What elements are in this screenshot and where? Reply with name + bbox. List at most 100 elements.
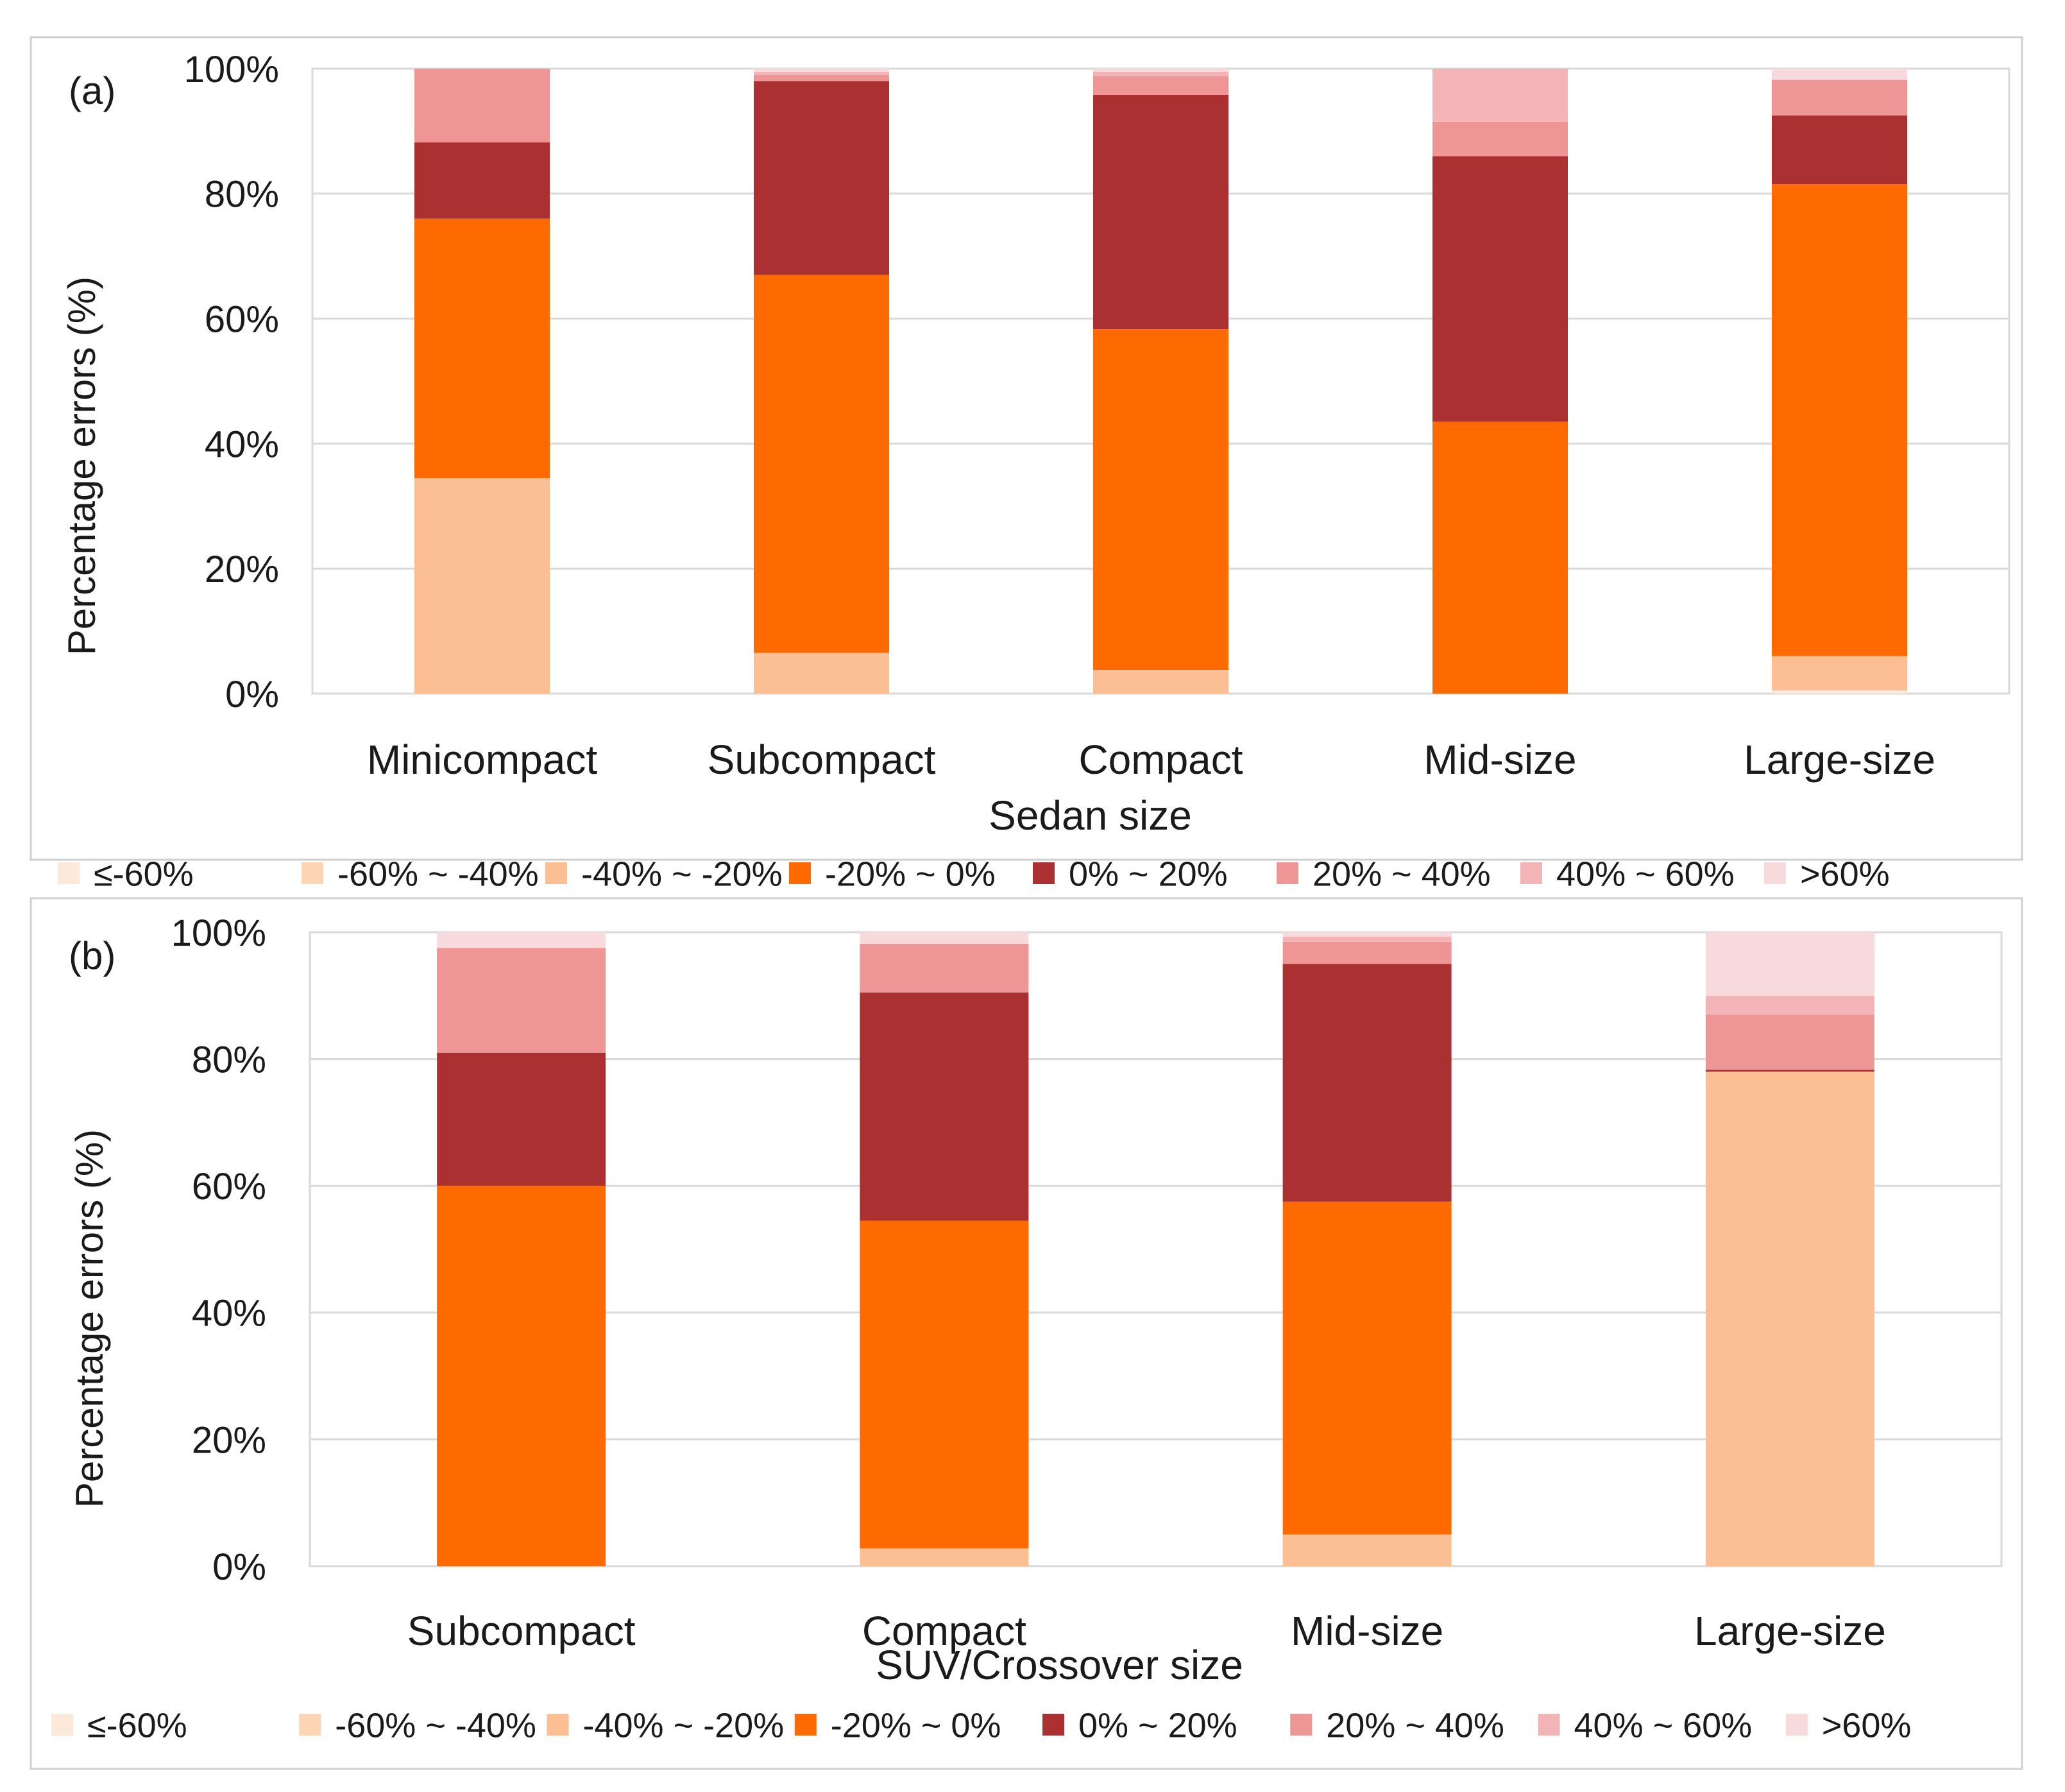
y-tick-label: 80%	[205, 174, 279, 216]
bar-segment	[1282, 1201, 1452, 1535]
bar-segment	[754, 275, 889, 653]
y-tick-label: 60%	[192, 1166, 266, 1207]
legend-label: -60% ~ -40%	[335, 1706, 536, 1745]
legend: ≤-60% -60% ~ -40% -40% ~ -20% -20% ~ 0% 0% ~…	[58, 855, 1890, 893]
bar-segment	[1432, 69, 1568, 122]
x-category-label: Subcompact	[708, 737, 936, 783]
x-category-label: Compact	[862, 1608, 1026, 1654]
bar-segment	[860, 1548, 1029, 1566]
bar-segment	[414, 477, 550, 694]
y-tick-label: 40%	[192, 1293, 266, 1335]
bar-segment	[754, 653, 889, 694]
legend-label: 40% ~ 60%	[1556, 855, 1735, 893]
bar-segment	[1282, 932, 1452, 937]
legend-swatch	[58, 862, 80, 884]
legend-label: 20% ~ 40%	[1313, 855, 1491, 893]
bar-segment	[1705, 1070, 1874, 1072]
bar-segment	[414, 218, 550, 478]
x-category-label: Subcompact	[407, 1608, 636, 1654]
bar-segment	[1705, 1014, 1874, 1070]
bar-segment	[1772, 115, 1907, 185]
legend-swatch	[299, 1714, 321, 1736]
legend-label: >60%	[1822, 1706, 1912, 1745]
bar-segment	[1093, 94, 1228, 330]
legend-label: -20% ~ 0%	[825, 855, 996, 893]
bar-segment	[754, 74, 889, 81]
legend-label: 20% ~ 40%	[1326, 1706, 1504, 1745]
y-tick-label: 0%	[212, 1546, 266, 1588]
y-tick-label: 100%	[171, 912, 266, 954]
bar-segment	[860, 943, 1029, 993]
legend-label: >60%	[1800, 855, 1890, 893]
y-tick-label: 20%	[205, 549, 279, 590]
y-axis-title: Percentage errors (%)	[60, 277, 103, 655]
bar-segment	[1705, 932, 1874, 996]
x-category-label: Large-size	[1694, 1608, 1886, 1654]
legend-swatch	[1785, 1714, 1808, 1736]
bar-segment	[1282, 941, 1452, 964]
legend-swatch	[1764, 862, 1786, 884]
bar-segment	[437, 932, 606, 948]
bar-segment	[1432, 156, 1568, 422]
bar-segment	[1705, 1071, 1874, 1566]
panel-label: (b)	[69, 934, 115, 977]
chart-panel-a: 0% 20% 40% 60% 80% 100% Minicompact Subcompact C…	[30, 36, 2023, 893]
bar-segment	[1772, 656, 1907, 691]
legend-swatch	[794, 1714, 817, 1736]
bar-segment	[1772, 69, 1907, 80]
bar-segment	[414, 69, 550, 142]
bar-segment	[1772, 80, 1907, 116]
y-tick-label: 80%	[192, 1039, 266, 1080]
bar-segment	[1432, 121, 1568, 157]
y-tick-label: 20%	[192, 1419, 266, 1461]
bar-segment	[1282, 1534, 1452, 1566]
x-axis-title: Sedan size	[989, 792, 1192, 839]
bar-segment	[1705, 995, 1874, 1015]
x-category-label: Large-size	[1744, 737, 1935, 783]
legend: ≤-60% -60% ~ -40% -40% ~ -20% -20% ~ 0% 0% ~…	[51, 1706, 1911, 1745]
legend-swatch	[1290, 1714, 1313, 1736]
legend-swatch	[545, 862, 567, 884]
y-tick-label: 0%	[225, 674, 279, 715]
bar-segment	[414, 142, 550, 219]
x-axis-title: SUV/Crossover size	[876, 1642, 1243, 1688]
x-category-label: Mid-size	[1423, 737, 1576, 783]
chart-panel-b: 0% 20% 40% 60% 80% 100% Subcompact Compact Mid-s…	[30, 897, 2023, 1770]
legend-swatch	[1277, 862, 1298, 884]
y-tick-label: 40%	[205, 423, 279, 465]
bar-segment	[1772, 690, 1907, 694]
y-tick-label: 60%	[205, 298, 279, 340]
panel-label: (a)	[69, 69, 115, 112]
legend-label: 40% ~ 60%	[1574, 1706, 1753, 1745]
bar-segment	[860, 932, 1029, 944]
y-tick-label: 100%	[184, 49, 279, 90]
bar-segment	[1093, 76, 1228, 95]
bar-segment	[1432, 422, 1568, 694]
legend-label: -40% ~ -20%	[583, 1706, 785, 1745]
legend-label: -40% ~ -20%	[581, 855, 783, 893]
panel-frame	[30, 36, 2023, 861]
bar-segment	[754, 69, 889, 72]
bar-segment	[437, 948, 606, 1053]
bar-segment	[860, 1220, 1029, 1549]
legend-swatch	[1538, 1714, 1560, 1736]
bar-segment	[437, 1186, 606, 1566]
bar-segment	[1093, 329, 1228, 670]
bar-segment	[1093, 69, 1228, 72]
bar-segment	[754, 81, 889, 275]
x-category-label: Compact	[1078, 737, 1243, 783]
legend-label: -60% ~ -40%	[337, 855, 539, 893]
legend-swatch	[302, 862, 323, 884]
bar-segment	[1093, 71, 1228, 76]
legend-label: 0% ~ 20%	[1078, 1706, 1237, 1745]
y-axis-title: Percentage errors (%)	[68, 1129, 111, 1508]
legend-swatch	[789, 862, 811, 884]
bar-segment	[860, 992, 1029, 1221]
x-category-label: Mid-size	[1291, 1608, 1443, 1654]
legend-swatch	[1033, 862, 1055, 884]
bar-segment	[1282, 936, 1452, 942]
bar-segment	[1093, 669, 1228, 694]
legend-swatch	[547, 1714, 569, 1736]
panel-frame	[30, 897, 2023, 1770]
